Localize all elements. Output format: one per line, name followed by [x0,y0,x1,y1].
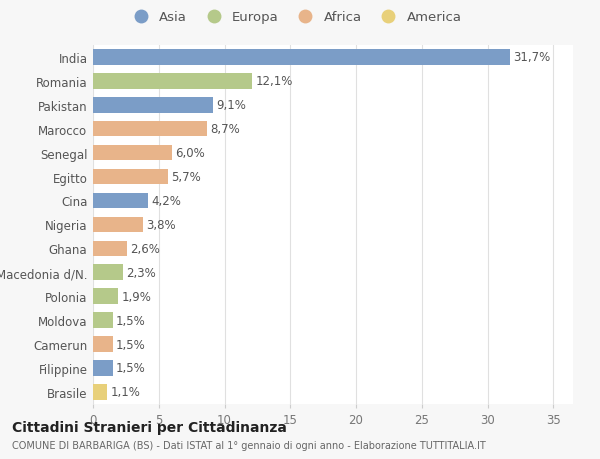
Bar [93,336,113,352]
Text: 1,9%: 1,9% [121,290,151,303]
Text: 1,1%: 1,1% [111,386,140,398]
Bar [93,74,252,90]
Bar [93,98,212,113]
Text: COMUNE DI BARBARIGA (BS) - Dati ISTAT al 1° gennaio di ogni anno - Elaborazione : COMUNE DI BARBARIGA (BS) - Dati ISTAT al… [12,440,486,450]
Text: 31,7%: 31,7% [513,51,550,64]
Bar [93,50,510,66]
Text: 2,3%: 2,3% [127,266,156,279]
Text: 1,5%: 1,5% [116,362,146,375]
Bar [93,289,118,304]
Bar [93,265,123,280]
Text: 12,1%: 12,1% [256,75,293,88]
Text: 1,5%: 1,5% [116,338,146,351]
Legend: Asia, Europa, Africa, America: Asia, Europa, Africa, America [128,11,461,24]
Text: 5,7%: 5,7% [171,171,201,184]
Bar [93,241,127,257]
Bar [93,384,107,400]
Text: 4,2%: 4,2% [152,195,181,207]
Bar [93,146,172,161]
Text: 8,7%: 8,7% [211,123,241,136]
Bar [93,217,143,233]
Text: 1,5%: 1,5% [116,314,146,327]
Text: 9,1%: 9,1% [216,99,246,112]
Bar [93,122,208,137]
Text: 6,0%: 6,0% [175,147,205,160]
Text: Cittadini Stranieri per Cittadinanza: Cittadini Stranieri per Cittadinanza [12,420,287,434]
Text: 2,6%: 2,6% [130,242,160,255]
Text: 3,8%: 3,8% [146,218,176,231]
Bar [93,169,168,185]
Bar [93,193,148,209]
Bar [93,360,113,376]
Bar [93,313,113,328]
